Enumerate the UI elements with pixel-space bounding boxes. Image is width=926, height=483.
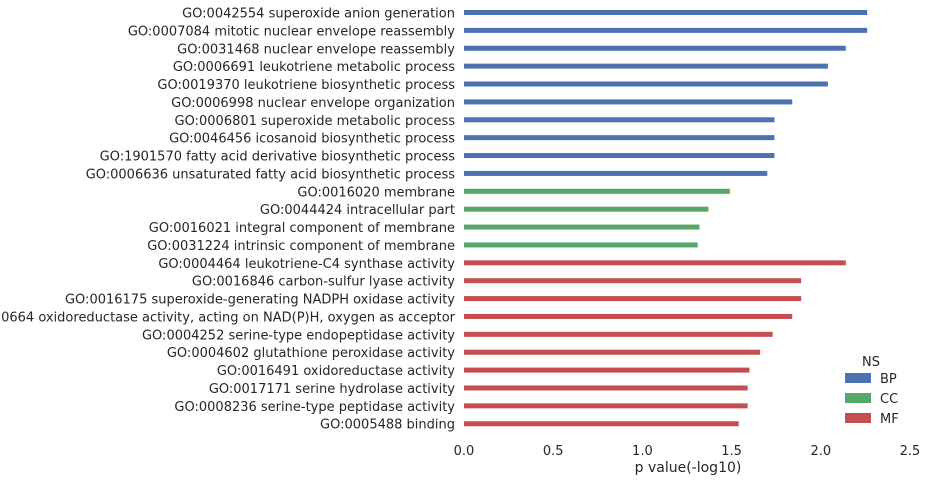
category-label: GO:0046456 icosanoid biosynthetic proces… (169, 132, 455, 147)
x-tick-label: 1.5 (721, 444, 742, 459)
category-label: GO:0006801 superoxide metabolic process (175, 114, 456, 129)
category-label: GO:0016021 integral component of membran… (149, 221, 455, 236)
x-tick-label: 0.0 (454, 444, 475, 459)
x-axis-ticks: 0.0 0.5 1.0 1.5 2.0 2.5 (454, 444, 921, 459)
legend-entries: BP CC MF (845, 372, 899, 427)
category-label: GO:0042554 superoxide anion generation (182, 7, 455, 22)
category-label: GO:0006691 leukotriene metabolic process (173, 60, 455, 75)
bar-mf (464, 260, 846, 266)
bar-mf (464, 349, 761, 355)
x-tick-label: 0.5 (543, 444, 564, 459)
bar-mf (464, 403, 748, 409)
bar-mf (464, 278, 802, 284)
category-label: GO:0006636 unsaturated fatty acid biosyn… (86, 167, 456, 182)
category-label: GO:0005488 binding (320, 418, 455, 433)
category-label: GO:0006998 nuclear envelope organization (171, 96, 455, 111)
bar-bp (464, 135, 775, 141)
legend: NS BP CC MF (845, 355, 899, 427)
legend-label-mf: MF (880, 412, 899, 427)
x-tick-label: 1.0 (632, 444, 653, 459)
category-labels: GO:0042554 superoxide anion generation GO… (0, 7, 456, 433)
category-label: GO:0031224 intrinsic component of membra… (147, 239, 455, 254)
category-label: GO:1901570 fatty acid derivative biosynt… (100, 150, 456, 165)
category-label: GO:0016846 carbon-sulfur lyase activity (192, 275, 455, 290)
bars-layer (464, 10, 868, 427)
x-tick-label: 2.0 (810, 444, 831, 459)
bar-bp (464, 170, 768, 176)
bar-mf (464, 331, 773, 337)
x-tick-label: 2.5 (900, 444, 921, 459)
category-label: GO:0008236 serine-type peptidase activit… (174, 400, 455, 415)
bar-mf (464, 296, 802, 302)
category-label: GO:0031468 nuclear envelope reassembly (177, 42, 455, 57)
category-label: GO:0004252 serine-type endopeptidase act… (142, 328, 455, 343)
bar-mf (464, 385, 748, 391)
category-label: GO:0016020 membrane (297, 185, 455, 200)
category-label: GO:0044424 intracellular part (260, 203, 455, 218)
bar-bp (464, 117, 775, 123)
legend-swatch-cc (845, 393, 871, 403)
legend-label-cc: CC (880, 392, 898, 407)
bar-bp (464, 99, 793, 105)
category-label: GO:0004464 leukotriene-C4 synthase activ… (158, 257, 455, 272)
category-label: GO:0019370 leukotriene biosynthetic proc… (157, 78, 455, 93)
bar-mf (464, 313, 793, 319)
bar-bp (464, 63, 828, 69)
bar-cc (464, 188, 730, 194)
x-axis-title: p value(-log10) (635, 460, 742, 476)
bar-bp (464, 153, 775, 159)
bar-mf (464, 421, 739, 427)
category-label: GO:0007084 mitotic nuclear envelope reas… (128, 24, 455, 39)
bar-mf (464, 367, 750, 373)
category-label: GO:0017171 serine hydrolase activity (209, 382, 455, 397)
legend-swatch-bp (845, 373, 871, 383)
category-label: GO:0050664 oxidoreductase activity, acti… (0, 310, 456, 325)
category-label: GO:0016175 superoxide-generating NADPH o… (65, 293, 455, 308)
bar-bp (464, 10, 868, 15)
bar-bp (464, 45, 846, 51)
category-label: GO:0004602 glutathione peroxidase activi… (167, 346, 455, 361)
bar-bp (464, 81, 828, 87)
bar-cc (464, 242, 698, 248)
bar-cc (464, 224, 700, 230)
legend-title: NS (862, 355, 880, 370)
category-label: GO:0016491 oxidoreductase activity (217, 364, 455, 379)
legend-label-bp: BP (880, 372, 897, 387)
bar-cc (464, 206, 709, 212)
legend-swatch-mf (845, 413, 871, 423)
bar-bp (464, 27, 868, 33)
